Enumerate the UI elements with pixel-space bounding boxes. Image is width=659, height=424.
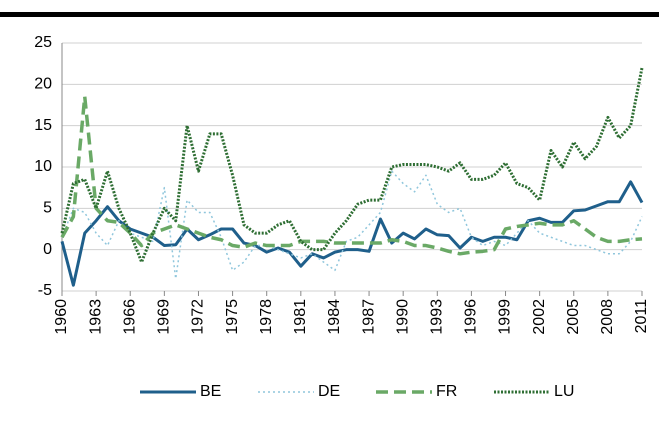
x-tick-label: 1984	[326, 299, 343, 335]
x-tick-label: 2002	[531, 299, 548, 335]
y-tick-label: 5	[43, 200, 52, 217]
x-tick-label: 1960	[53, 299, 70, 335]
line-be	[60, 180, 644, 287]
x-tick-label: 2011	[633, 299, 650, 334]
x-tick-label: 1999	[497, 299, 514, 335]
x-tick-label: 1990	[394, 299, 411, 335]
x-tick-label: 1963	[87, 299, 104, 335]
x-tick-label: 1981	[292, 299, 309, 335]
x-tick-label: 1966	[121, 299, 138, 335]
legend-label: DE	[318, 383, 340, 400]
y-tick-label: 10	[34, 158, 52, 175]
legend-label: FR	[436, 383, 457, 400]
y-tick-label: 25	[34, 34, 52, 51]
y-tick-label: -5	[38, 282, 52, 299]
y-tick-label: 0	[43, 241, 52, 258]
x-tick-label: 1996	[463, 299, 480, 335]
x-tick-label: 1978	[258, 299, 275, 335]
x-tick-label: 1975	[224, 299, 241, 335]
x-tick-label: 2005	[565, 299, 582, 335]
top-rule	[0, 12, 659, 17]
x-tick-label: 1987	[360, 299, 377, 335]
line-lu	[60, 67, 644, 264]
legend-label: BE	[200, 383, 221, 400]
line-fr	[60, 94, 643, 256]
x-tick-label: 1993	[429, 299, 446, 335]
x-tick-label: 1972	[190, 299, 207, 335]
legend-label: LU	[554, 383, 574, 400]
y-tick-label: 20	[34, 76, 52, 93]
x-tick-label: 1969	[156, 299, 173, 335]
x-tick-label: 2008	[599, 299, 616, 335]
y-tick-label: 15	[34, 117, 52, 134]
